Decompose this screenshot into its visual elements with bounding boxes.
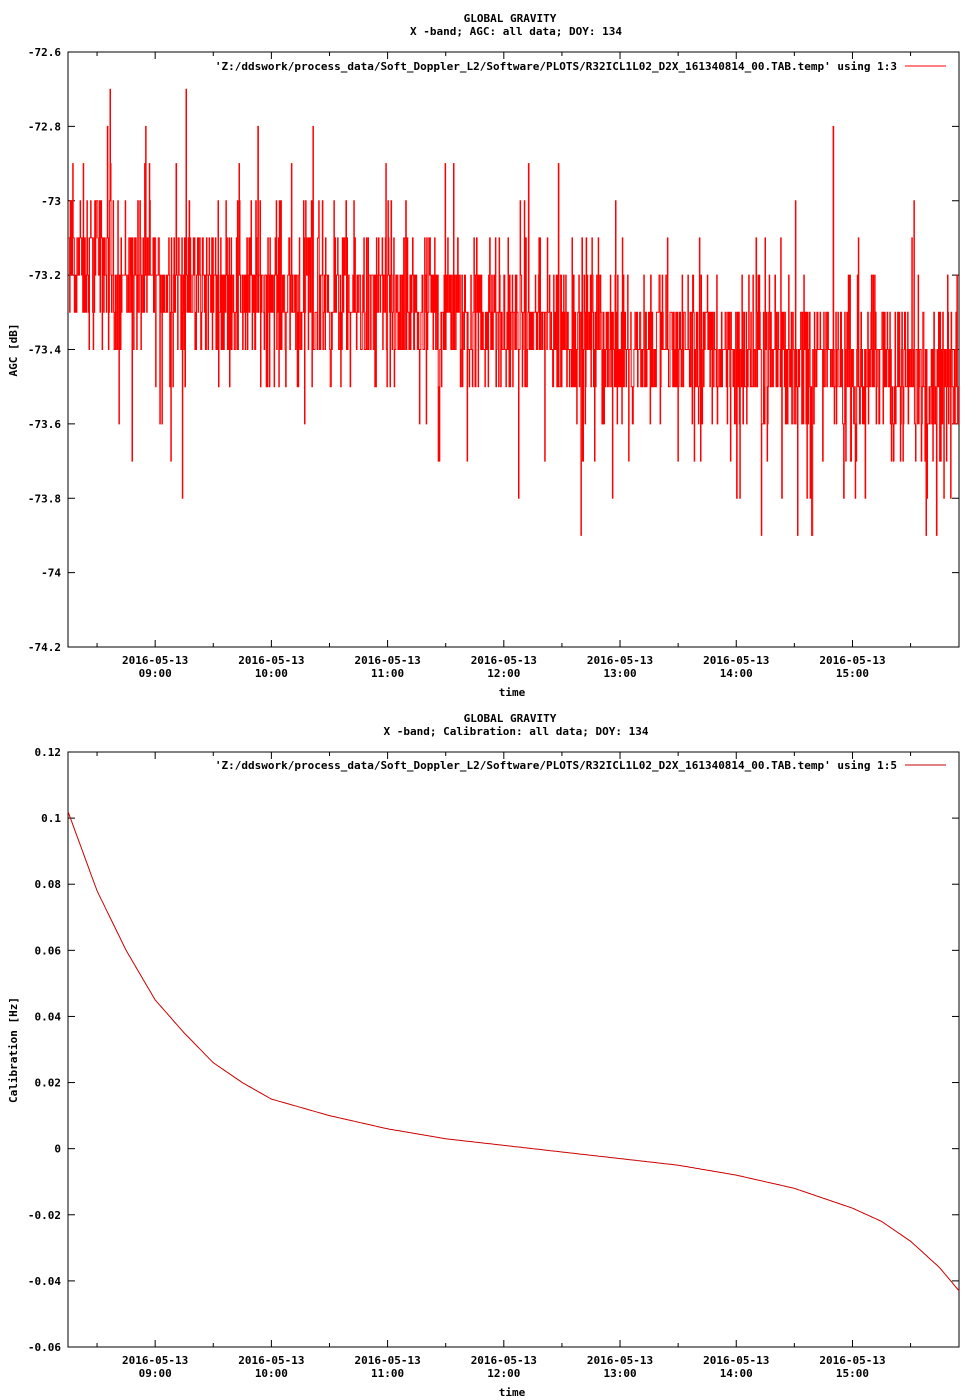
chart2-y-ticks: 0.12 0.1 0.08 0.06 0.04 0.02 0 -0.02 -0.04 -0.06 xyxy=(28,746,959,1354)
x-tick-time: 12:00 xyxy=(487,1367,520,1380)
chart1-legend-label: 'Z:/ddswork/process_data/Soft_Doppler_L2… xyxy=(215,60,897,73)
y-tick-label: -0.06 xyxy=(28,1341,61,1354)
x-tick-time: 09:00 xyxy=(139,667,172,680)
y-tick-label: 0.08 xyxy=(35,878,62,891)
y-tick-label: -72.8 xyxy=(28,120,61,133)
chart1-y-ticks: -72.6 -72.8 -73 -73.2 -73.4 -73.6 -73.8 -74 -74.… xyxy=(28,46,959,654)
x-tick-date: 2016-05-13 xyxy=(238,1354,304,1367)
calibration-chart: GLOBAL GRAVITY X -band; Calibration: all… xyxy=(7,712,960,1399)
chart2-title: GLOBAL GRAVITY xyxy=(464,712,557,725)
y-tick-label: -74.2 xyxy=(28,641,61,654)
y-tick-label: -73.2 xyxy=(28,269,61,282)
chart2-legend-label: 'Z:/ddswork/process_data/Soft_Doppler_L2… xyxy=(215,759,897,772)
x-tick-time: 10:00 xyxy=(255,667,288,680)
chart2-series-line xyxy=(67,811,960,1292)
y-tick-label: 0.1 xyxy=(41,812,61,825)
x-tick-date: 2016-05-13 xyxy=(122,1354,188,1367)
y-tick-label: -72.6 xyxy=(28,46,61,59)
x-tick-date: 2016-05-13 xyxy=(819,1354,885,1367)
x-tick-time: 14:00 xyxy=(720,667,753,680)
chart1-x-ticks: 2016-05-1309:002016-05-1310:002016-05-13… xyxy=(96,52,912,680)
y-tick-label: 0.04 xyxy=(35,1010,62,1023)
y-tick-label: -73 xyxy=(41,195,61,208)
chart1-xlabel: time xyxy=(499,686,526,699)
x-tick-date: 2016-05-13 xyxy=(354,654,420,667)
x-tick-time: 14:00 xyxy=(720,1367,753,1380)
x-tick-date: 2016-05-13 xyxy=(703,654,769,667)
x-tick-date: 2016-05-13 xyxy=(471,1354,537,1367)
chart1-series-line xyxy=(68,88,959,536)
y-tick-label: 0.12 xyxy=(35,746,62,759)
x-tick-date: 2016-05-13 xyxy=(122,654,188,667)
x-tick-date: 2016-05-13 xyxy=(819,654,885,667)
x-tick-date: 2016-05-13 xyxy=(587,1354,653,1367)
y-tick-label: -73.8 xyxy=(28,492,61,505)
x-tick-time: 13:00 xyxy=(603,667,636,680)
y-tick-label: -73.6 xyxy=(28,418,61,431)
chart2-plot-area xyxy=(67,751,960,1348)
chart1-ylabel: AGC [dB] xyxy=(7,324,20,377)
x-tick-time: 10:00 xyxy=(255,1367,288,1380)
y-tick-label: -73.4 xyxy=(28,344,61,357)
chart2-x-ticks: 2016-05-1309:002016-05-1310:002016-05-13… xyxy=(96,752,912,1380)
x-tick-time: 12:00 xyxy=(487,667,520,680)
chart2-xlabel: time xyxy=(499,1386,526,1399)
chart1-subtitle: X -band; AGC: all data; DOY: 134 xyxy=(410,25,622,38)
x-tick-date: 2016-05-13 xyxy=(238,654,304,667)
chart2-subtitle: X -band; Calibration: all data; DOY: 134 xyxy=(384,725,649,738)
x-tick-time: 11:00 xyxy=(371,1367,404,1380)
y-tick-label: 0.02 xyxy=(35,1077,62,1090)
y-tick-label: -74 xyxy=(41,567,61,580)
x-tick-time: 15:00 xyxy=(836,1367,869,1380)
y-tick-label: 0 xyxy=(54,1143,61,1156)
x-tick-time: 09:00 xyxy=(139,1367,172,1380)
x-tick-time: 11:00 xyxy=(371,667,404,680)
x-tick-date: 2016-05-13 xyxy=(703,1354,769,1367)
x-tick-date: 2016-05-13 xyxy=(354,1354,420,1367)
chart2-ylabel: Calibration [Hz] xyxy=(7,997,20,1103)
x-tick-date: 2016-05-13 xyxy=(471,654,537,667)
y-tick-label: -0.04 xyxy=(28,1275,61,1288)
agc-chart: GLOBAL GRAVITY X -band; AGC: all data; D… xyxy=(7,12,960,699)
y-tick-label: -0.02 xyxy=(28,1209,61,1222)
y-tick-label: 0.06 xyxy=(35,944,62,957)
x-tick-time: 13:00 xyxy=(603,1367,636,1380)
x-tick-date: 2016-05-13 xyxy=(587,654,653,667)
chart1-title: GLOBAL GRAVITY xyxy=(464,12,557,25)
x-tick-time: 15:00 xyxy=(836,667,869,680)
